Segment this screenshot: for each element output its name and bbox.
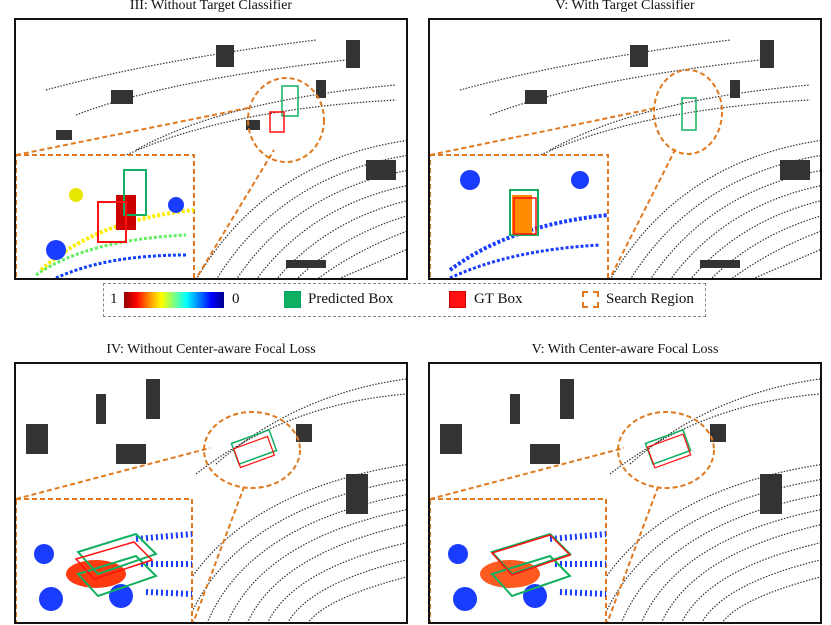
predicted-box <box>281 85 299 117</box>
panel-title-bottom-right: V: With Center-aware Focal Loss <box>531 342 719 357</box>
legend-gt-box: GT Box <box>474 291 523 307</box>
pointcloud-scene-2 <box>430 39 820 278</box>
gt-box <box>269 111 285 133</box>
zoom-inset <box>16 498 193 622</box>
panel-title-top-right: V: With Target Classifier <box>555 0 695 13</box>
search-region-ellipse <box>617 411 715 489</box>
gt-box-swatch <box>449 291 466 308</box>
pointcloud-scene-4 <box>430 378 820 622</box>
predicted-box-swatch <box>284 291 301 308</box>
gt-box <box>646 433 692 469</box>
legend-search-region: Search Region <box>606 291 694 307</box>
zoom-inset <box>16 154 195 278</box>
legend-scale-low: 0 <box>232 291 240 307</box>
pointcloud-scene-3 <box>16 378 406 622</box>
panel-with-center-aware-focal-loss <box>428 362 822 624</box>
panel-without-center-aware-focal-loss <box>14 362 408 624</box>
pointcloud-scene-1 <box>16 39 406 278</box>
panel-title-top-left: III: Without Target Classifier <box>129 0 293 13</box>
legend-predicted-box: Predicted Box <box>308 291 394 307</box>
predicted-box <box>681 97 697 131</box>
legend: 1 0 Predicted Box GT Box Search Region <box>103 283 706 317</box>
zoom-inset <box>430 498 607 622</box>
legend-scale-high: 1 <box>110 291 118 307</box>
panel-with-target-classifier <box>428 18 822 280</box>
search-region-ellipse <box>247 77 325 163</box>
score-colorbar <box>124 292 224 308</box>
search-region-ellipse <box>653 69 723 155</box>
panel-title-bottom-left: IV: Without Center-aware Focal Loss <box>106 342 316 357</box>
search-region-swatch <box>582 291 599 308</box>
gt-box <box>232 435 276 469</box>
zoom-inset <box>430 154 609 278</box>
search-region-ellipse <box>203 411 301 489</box>
panel-without-target-classifier <box>14 18 408 280</box>
